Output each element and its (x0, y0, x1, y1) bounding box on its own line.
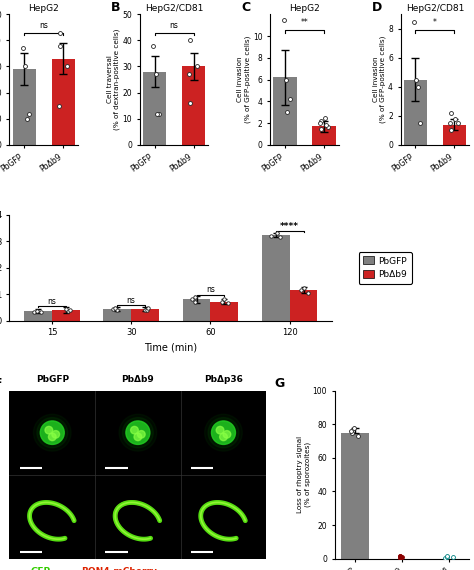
Bar (52, 59, 75, 145)
Circle shape (34, 414, 71, 451)
Bar (273, 78, 297, 145)
Title: HepG2/CD81: HepG2/CD81 (145, 5, 203, 14)
Circle shape (131, 426, 138, 434)
Text: **: ** (301, 18, 309, 27)
Text: PbGFP: PbGFP (36, 375, 69, 384)
Bar (210, 302, 238, 321)
X-axis label: Time (min): Time (min) (144, 343, 197, 353)
Bar (182, 299, 210, 321)
Bar (143, 72, 166, 145)
Bar (262, 235, 290, 321)
Text: ns: ns (206, 286, 215, 295)
Circle shape (37, 418, 68, 448)
Circle shape (52, 430, 60, 438)
Text: C: C (241, 1, 251, 14)
Text: PbΔp36: PbΔp36 (204, 375, 243, 384)
Bar (13, 69, 36, 145)
Title: HepG2/CD81: HepG2/CD81 (406, 5, 464, 14)
Circle shape (216, 426, 224, 434)
Circle shape (45, 426, 53, 434)
Circle shape (219, 433, 228, 441)
Text: ****: **** (280, 222, 299, 231)
Circle shape (119, 414, 157, 451)
Text: *: * (433, 18, 437, 27)
Circle shape (122, 418, 153, 448)
Circle shape (208, 418, 239, 448)
Bar (103, 309, 131, 321)
Bar (290, 290, 318, 321)
Circle shape (40, 421, 64, 445)
Circle shape (211, 421, 236, 445)
Title: HepG2: HepG2 (289, 5, 320, 14)
Legend: PbGFP, PbΔb9: PbGFP, PbΔb9 (358, 252, 411, 284)
Y-axis label: Cell invasion
(% of GFP-positive cells): Cell invasion (% of GFP-positive cells) (237, 36, 251, 123)
Bar (404, 80, 427, 145)
Text: B: B (111, 1, 120, 14)
Text: G: G (274, 377, 284, 390)
Text: ns: ns (170, 21, 179, 30)
Text: GFP: GFP (30, 567, 50, 570)
Circle shape (223, 430, 231, 438)
Bar (443, 124, 466, 145)
Circle shape (205, 414, 242, 451)
Bar (182, 67, 205, 145)
Text: PbΔb9: PbΔb9 (121, 375, 154, 384)
Text: ns: ns (127, 296, 136, 305)
Text: ns: ns (47, 296, 56, 306)
Text: D: D (372, 1, 382, 14)
Bar (52, 310, 80, 321)
Bar (341, 433, 369, 559)
Y-axis label: Loss of rhoptry signal
(% of sporozoites): Loss of rhoptry signal (% of sporozoites… (297, 436, 310, 513)
Bar (312, 127, 336, 145)
Bar (24, 311, 52, 321)
Y-axis label: Cell traversal
(% of dextran-positive cells): Cell traversal (% of dextran-positive ce… (107, 29, 120, 130)
Circle shape (134, 433, 142, 441)
Title: HepG2: HepG2 (28, 5, 59, 14)
Text: ns: ns (39, 21, 48, 30)
Text: F: F (0, 377, 2, 390)
Text: RON4-mCherry: RON4-mCherry (82, 567, 157, 570)
Circle shape (137, 430, 145, 438)
Y-axis label: Cell invasion
(% of GFP-positive cells): Cell invasion (% of GFP-positive cells) (373, 36, 386, 123)
Bar (131, 309, 159, 321)
Circle shape (48, 433, 56, 441)
Circle shape (126, 421, 150, 445)
